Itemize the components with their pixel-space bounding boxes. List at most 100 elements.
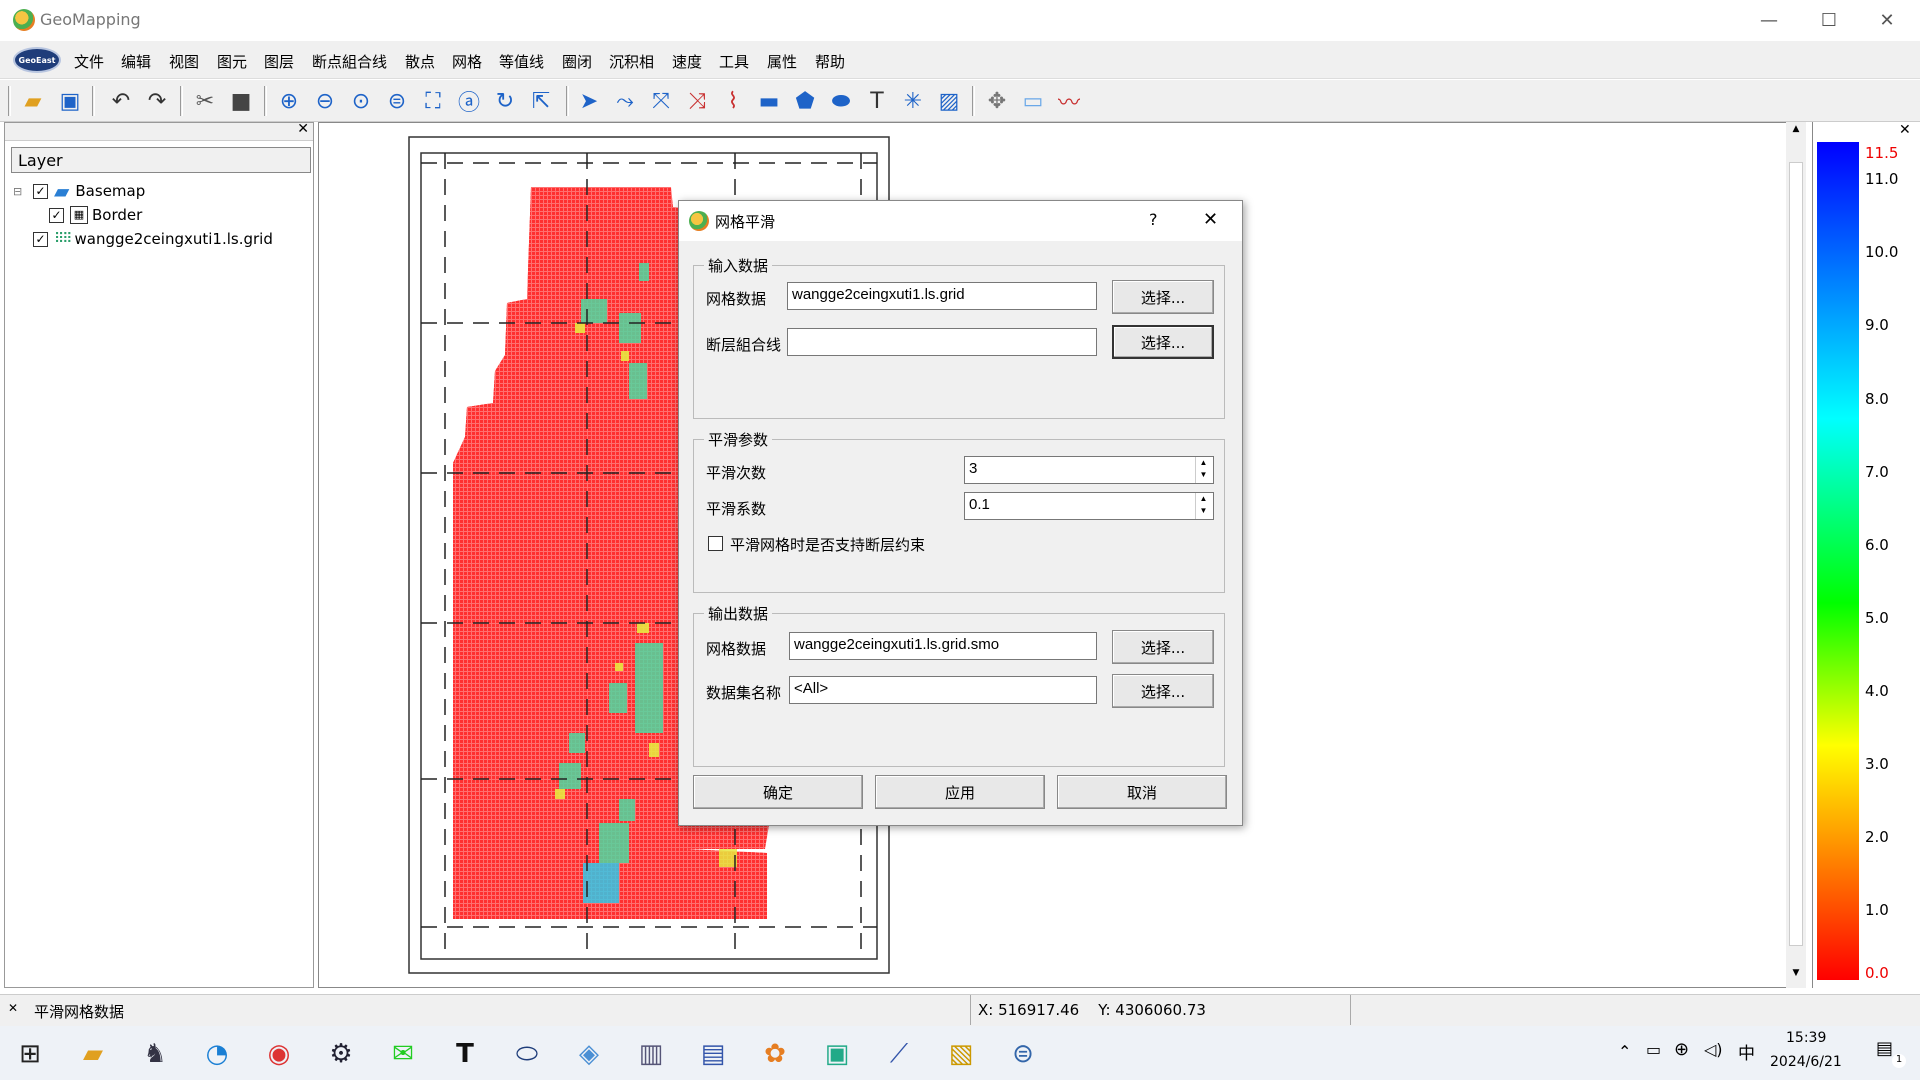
cancel-button[interactable]: 取消 [1057,775,1227,809]
zoom-previous-icon[interactable]: ⊜ [387,88,407,114]
ok-button[interactable]: 确定 [693,775,863,809]
smooth-times-input[interactable]: 3 ▲ ▼ [964,456,1214,484]
pan-icon[interactable]: ✥ [987,88,1007,114]
zoom-all-icon[interactable]: ⓐ [457,91,480,116]
map-vertical-scrollbar[interactable]: ▲ ▼ [1786,122,1806,988]
menu-view[interactable]: 视图 [169,53,200,71]
layer-item-border[interactable]: ✓ ▦ Border [13,203,309,227]
cat-app-icon[interactable]: ♞ [143,1039,167,1069]
select-output-button[interactable]: 选择... [1112,630,1214,664]
geomapping-taskbar-icon[interactable]: ✿ [764,1039,786,1069]
output-grid-input[interactable]: wangge2ceingxuti1.ls.grid.smo [789,632,1097,660]
polygon-icon[interactable]: ⬟ [795,88,815,114]
menu-help[interactable]: 帮助 [815,53,846,71]
fault-constraint-checkbox[interactable] [708,536,723,551]
window-app-icon[interactable]: ▣ [824,1039,850,1069]
menu-properties[interactable]: 属性 [767,53,798,71]
collapse-icon[interactable]: ⊟ [13,184,23,198]
edit-line-icon[interactable]: ⤳ [616,88,634,114]
layer-item-grid[interactable]: ✓ ⠿⠿ wangge2ceingxuti1.ls.grid [13,227,309,251]
close-button[interactable]: ✕ [1879,10,1895,31]
export-icon[interactable]: ⇱ [531,88,551,114]
network-icon[interactable]: ⊕ [1674,1039,1690,1060]
zoom-window-icon[interactable]: ⊙ [351,88,371,114]
apply-button[interactable]: 应用 [875,775,1045,809]
ellipse-icon[interactable]: ⬬ [831,88,851,114]
menu-velocity[interactable]: 速度 [672,53,703,71]
clock-date[interactable]: 2024/6/21 [1770,1054,1842,1070]
add-point-icon[interactable]: ⤧ [652,88,670,114]
menu-file[interactable]: 文件 [74,53,105,71]
menu-tools[interactable]: 工具 [719,53,750,71]
battery-icon[interactable]: ▭ [1646,1040,1662,1059]
menu-element[interactable]: 图元 [217,53,248,71]
symbol-icon[interactable]: ✳ [903,88,923,114]
layer-tab[interactable]: Layer [11,147,311,173]
typora-icon[interactable]: T [456,1039,474,1069]
layer-checkbox[interactable]: ✓ [33,183,48,199]
save-icon[interactable]: ▣ [59,88,81,114]
menu-facies[interactable]: 沉积相 [609,53,655,71]
rectangle-icon[interactable]: ▬ [758,88,780,114]
redo-icon[interactable]: ↷ [147,88,167,114]
dataset-name-input[interactable]: <All> [789,676,1097,704]
add-curve-icon[interactable]: ⌇ [727,88,739,114]
chart-app-icon[interactable]: ⟋ [889,1038,909,1069]
fault-line-input[interactable] [787,328,1097,356]
select-arrow-icon[interactable]: ➤ [579,88,599,114]
menu-layer[interactable]: 图层 [264,53,295,71]
chrome-browser-icon[interactable]: ◉ [267,1039,291,1069]
zoom-in-icon[interactable]: ⊕ [279,88,299,114]
select-fault-button[interactable]: 选择... [1112,325,1214,359]
maximize-button[interactable]: ☐ [1820,10,1838,31]
zoom-out-icon[interactable]: ⊖ [315,88,335,114]
steam-icon[interactable]: ⚙ [329,1039,353,1069]
profile-icon[interactable]: 〰 [1057,91,1080,116]
scroll-up-icon[interactable]: ▲ [1792,124,1800,134]
menu-grid[interactable]: 网格 [452,53,483,71]
spin-updown-icon[interactable]: ▲ ▼ [1195,457,1211,483]
text-icon[interactable]: T [870,88,884,114]
tray-chevron-icon[interactable]: ⌃ [1618,1042,1632,1061]
data-app-icon[interactable]: ▥ [638,1039,664,1069]
geoeast-app-icon[interactable]: ⬭ [515,1038,539,1069]
cut-icon[interactable]: ✂ [195,88,215,114]
wechat-icon[interactable]: ✉ [392,1039,414,1069]
layer-checkbox[interactable]: ✓ [49,207,64,223]
analysis-app-icon[interactable]: ▤ [700,1039,726,1069]
search-app-icon[interactable]: ⊜ [1012,1039,1034,1069]
copy-icon[interactable]: ■ [230,88,252,114]
clock-time[interactable]: 15:39 [1786,1030,1827,1046]
menu-fault-line[interactable]: 断点組合线 [312,53,388,71]
map-app-icon[interactable]: ▧ [948,1039,974,1069]
edge-browser-icon[interactable]: ◔ [205,1039,229,1069]
menu-scatter[interactable]: 散点 [405,53,436,71]
help-button[interactable]: ? [1149,210,1158,229]
scroll-down-icon[interactable]: ▼ [1792,968,1800,978]
full-extent-icon[interactable]: ⛶ [425,88,441,114]
grid-data-input[interactable]: wangge2ceingxuti1.ls.grid [787,282,1097,310]
undo-icon[interactable]: ↶ [111,88,131,114]
spin-updown-icon[interactable]: ▲ ▼ [1195,493,1211,519]
panel-close-icon[interactable]: ✕ [297,121,309,137]
refresh-icon[interactable]: ↻ [495,88,515,114]
menu-contour[interactable]: 等值线 [499,53,545,71]
image-icon[interactable]: ▨ [938,88,960,114]
menu-trap[interactable]: 圈闭 [562,53,593,71]
start-menu-icon[interactable]: ⊞ [19,1039,41,1069]
layer-checkbox[interactable]: ✓ [33,231,48,247]
colorbar-close-icon[interactable]: ✕ [1899,122,1911,138]
menu-edit[interactable]: 编辑 [121,53,152,71]
select-dataset-button[interactable]: 选择... [1112,674,1214,708]
notification-icon[interactable]: ▤ [1876,1038,1894,1059]
volume-icon[interactable]: ◁) [1704,1040,1723,1059]
scrollbar-thumb[interactable] [1789,162,1803,946]
status-close-icon[interactable]: ✕ [8,1001,19,1015]
select-grid-button[interactable]: 选择... [1112,280,1214,314]
smooth-coef-input[interactable]: 0.1 ▲ ▼ [964,492,1214,520]
scale-bar-icon[interactable]: ▭ [1022,88,1044,114]
layer-item-basemap[interactable]: ⊟ ✓ ▰ Basemap [13,179,309,203]
file-explorer-icon[interactable]: ▰ [83,1039,103,1069]
minimize-button[interactable]: — [1760,10,1778,31]
tool-app-icon[interactable]: ◈ [579,1039,599,1069]
